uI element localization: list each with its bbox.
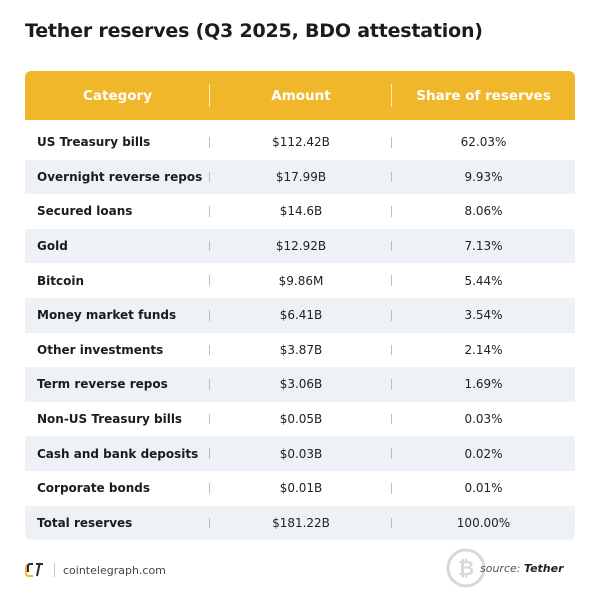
table-row: Overnight reverse repos $17.99B 9.93% [25,159,575,195]
cell-share: 7.13% [464,239,503,254]
table-row: Term reverse repos $3.06B 1.69% [25,367,575,402]
cell-amount: $112.42B [210,125,392,160]
header-share: Share of reserves [416,87,551,104]
cell-share: 2.14% [464,342,503,357]
cell-category: Secured loans [25,194,210,229]
source-credit: source: Tether [480,562,564,575]
source-name: Tether [523,562,564,575]
watermark-icon: ₿ [446,548,486,588]
cell-amount: $0.05B [210,402,392,437]
cell-share: 3.54% [464,308,503,323]
cell-category: Total reserves [25,506,210,541]
cointelegraph-logo-icon [25,563,43,577]
cell-share: 1.69% [464,377,503,392]
cell-amount: $3.06B [210,367,392,402]
cell-share: 9.93% [464,169,503,184]
source-label: source: [480,562,521,575]
table-header: Category Amount Share of reserves [25,71,575,120]
table-row: Gold $12.92B 7.13% [25,228,575,264]
table-row: Cash and bank deposits $0.03B 0.02% [25,436,575,471]
cell-category: Gold [25,229,210,264]
table-body: US Treasury bills $112.42B 62.03% Overnight… [25,125,575,541]
table-row: US Treasury bills $112.42B 62.03% [25,125,575,160]
cell-share: 62.03% [460,135,507,150]
cell-amount: $6.41B [210,298,392,333]
table-row: Secured loans $14.6B 8.06% [25,194,575,229]
table-row: Corporate bonds $0.01B 0.01% [25,471,575,506]
footer: cointelegraph.com [25,561,166,579]
cell-amount: $181.22B [210,506,392,541]
cell-category: Money market funds [25,298,210,333]
cell-amount: $17.99B [210,160,392,195]
cell-category: Corporate bonds [25,471,210,506]
cell-category: Non-US Treasury bills [25,402,210,437]
cell-category: Overnight reverse repos [25,160,210,195]
cell-amount: $12.92B [210,229,392,264]
cell-amount: $0.01B [210,471,392,506]
cell-category: Other investments [25,333,210,368]
footer-divider [54,563,55,577]
cell-amount: $9.86M [210,263,392,298]
table-row: Bitcoin $9.86M 5.44% [25,263,575,298]
table-total-row: Total reserves $181.22B 100.00% [25,505,575,541]
svg-text:₿: ₿ [458,556,474,580]
cell-amount: $14.6B [210,194,392,229]
site-link[interactable]: cointelegraph.com [63,563,166,577]
header-amount: Amount [210,71,392,120]
cell-share: 0.01% [464,481,503,496]
cell-share: 100.00% [456,515,511,530]
table-row: Non-US Treasury bills $0.05B 0.03% [25,402,575,437]
cell-share: 0.02% [464,446,503,461]
cell-category: US Treasury bills [25,125,210,160]
cell-category: Cash and bank deposits [25,436,210,471]
cell-amount: $3.87B [210,333,392,368]
page-title: Tether reserves (Q3 2025, BDO attestatio… [25,20,483,42]
reserves-table: Category Amount Share of reserves US Tre… [25,71,575,541]
cell-category: Bitcoin [25,263,210,298]
table-row: Other investments $3.87B 2.14% [25,333,575,368]
cell-share: 5.44% [464,273,503,288]
cell-amount: $0.03B [210,436,392,471]
header-category: Category [25,71,210,120]
cell-category: Term reverse repos [25,367,210,402]
table-row: Money market funds $6.41B 3.54% [25,297,575,333]
cell-share: 0.03% [464,412,503,427]
cell-share: 8.06% [464,204,503,219]
